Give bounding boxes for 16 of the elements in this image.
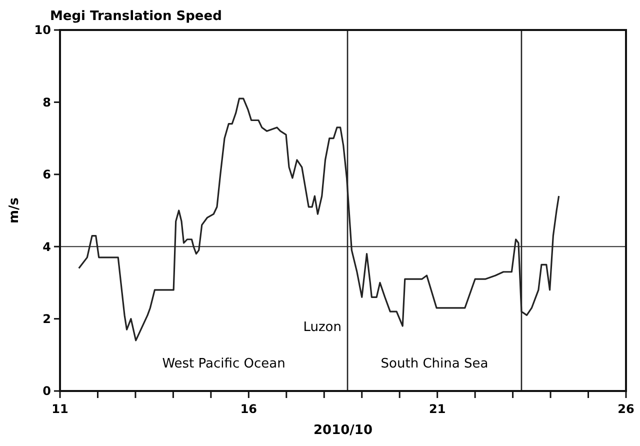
- annotation: West Pacific Ocean: [162, 356, 286, 372]
- x-tick-label: 11: [52, 402, 68, 416]
- annotation: South China Sea: [380, 356, 488, 372]
- y-tick-label: 4: [42, 240, 51, 254]
- y-axis-title: m/s: [7, 197, 22, 224]
- y-tick-label: 6: [42, 168, 51, 182]
- y-tick-label: 8: [42, 95, 51, 110]
- y-tick-label: 10: [34, 23, 51, 38]
- x-tick-label: 21: [428, 402, 446, 416]
- x-axis-title: 2010/10: [313, 423, 373, 438]
- y-tick-label: 0: [42, 384, 51, 398]
- x-tick-label: 16: [240, 402, 258, 416]
- x-tick-label: 26: [618, 402, 634, 416]
- y-tick-label: 2: [42, 312, 51, 326]
- chart-title: Megi Translation Speed: [50, 9, 222, 24]
- ref-line-label: Luzon: [303, 320, 342, 335]
